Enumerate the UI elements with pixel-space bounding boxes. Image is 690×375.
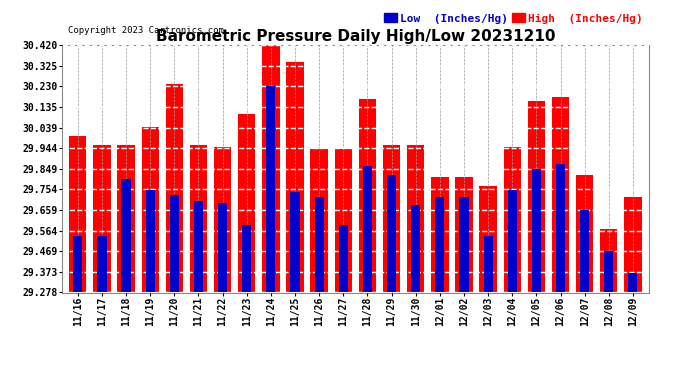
Title: Barometric Pressure Daily High/Low 20231210: Barometric Pressure Daily High/Low 20231… [156,29,555,44]
Bar [242,225,251,292]
Bar [455,177,473,292]
Bar [411,206,420,292]
Bar [580,210,589,292]
Bar [363,166,372,292]
Bar [266,86,275,292]
Bar [383,145,400,292]
Bar [166,84,183,292]
Bar [532,168,541,292]
Bar [194,201,203,292]
Bar [97,236,106,292]
Bar [73,236,82,292]
Bar [556,164,565,292]
Bar [315,197,324,292]
Bar [407,145,424,292]
Bar [286,62,304,292]
Bar [504,147,521,292]
Bar [484,236,493,292]
Bar [508,190,517,292]
Bar [624,197,642,292]
Bar [629,273,638,292]
Bar [335,149,352,292]
Bar [190,145,207,292]
Bar [141,128,159,292]
Bar [480,186,497,292]
Bar [117,145,135,292]
Bar [170,195,179,292]
Bar [528,101,545,292]
Bar [460,197,469,292]
Bar [121,179,130,292]
Bar [600,229,618,292]
Bar [387,175,396,292]
Bar [431,177,448,292]
Bar [310,149,328,292]
Bar [339,225,348,292]
Bar [238,114,255,292]
Bar [290,192,299,292]
Bar [552,97,569,292]
Bar [93,145,110,292]
Bar [262,45,279,292]
Bar [576,175,593,292]
Bar [604,251,613,292]
Bar [214,147,231,292]
Bar [146,190,155,292]
Legend: Low  (Inches/Hg), High  (Inches/Hg): Low (Inches/Hg), High (Inches/Hg) [384,13,643,24]
Bar [359,99,376,292]
Text: Copyright 2023 Cartronics.com: Copyright 2023 Cartronics.com [68,26,224,35]
Bar [69,136,86,292]
Bar [218,203,227,292]
Bar [435,197,444,292]
